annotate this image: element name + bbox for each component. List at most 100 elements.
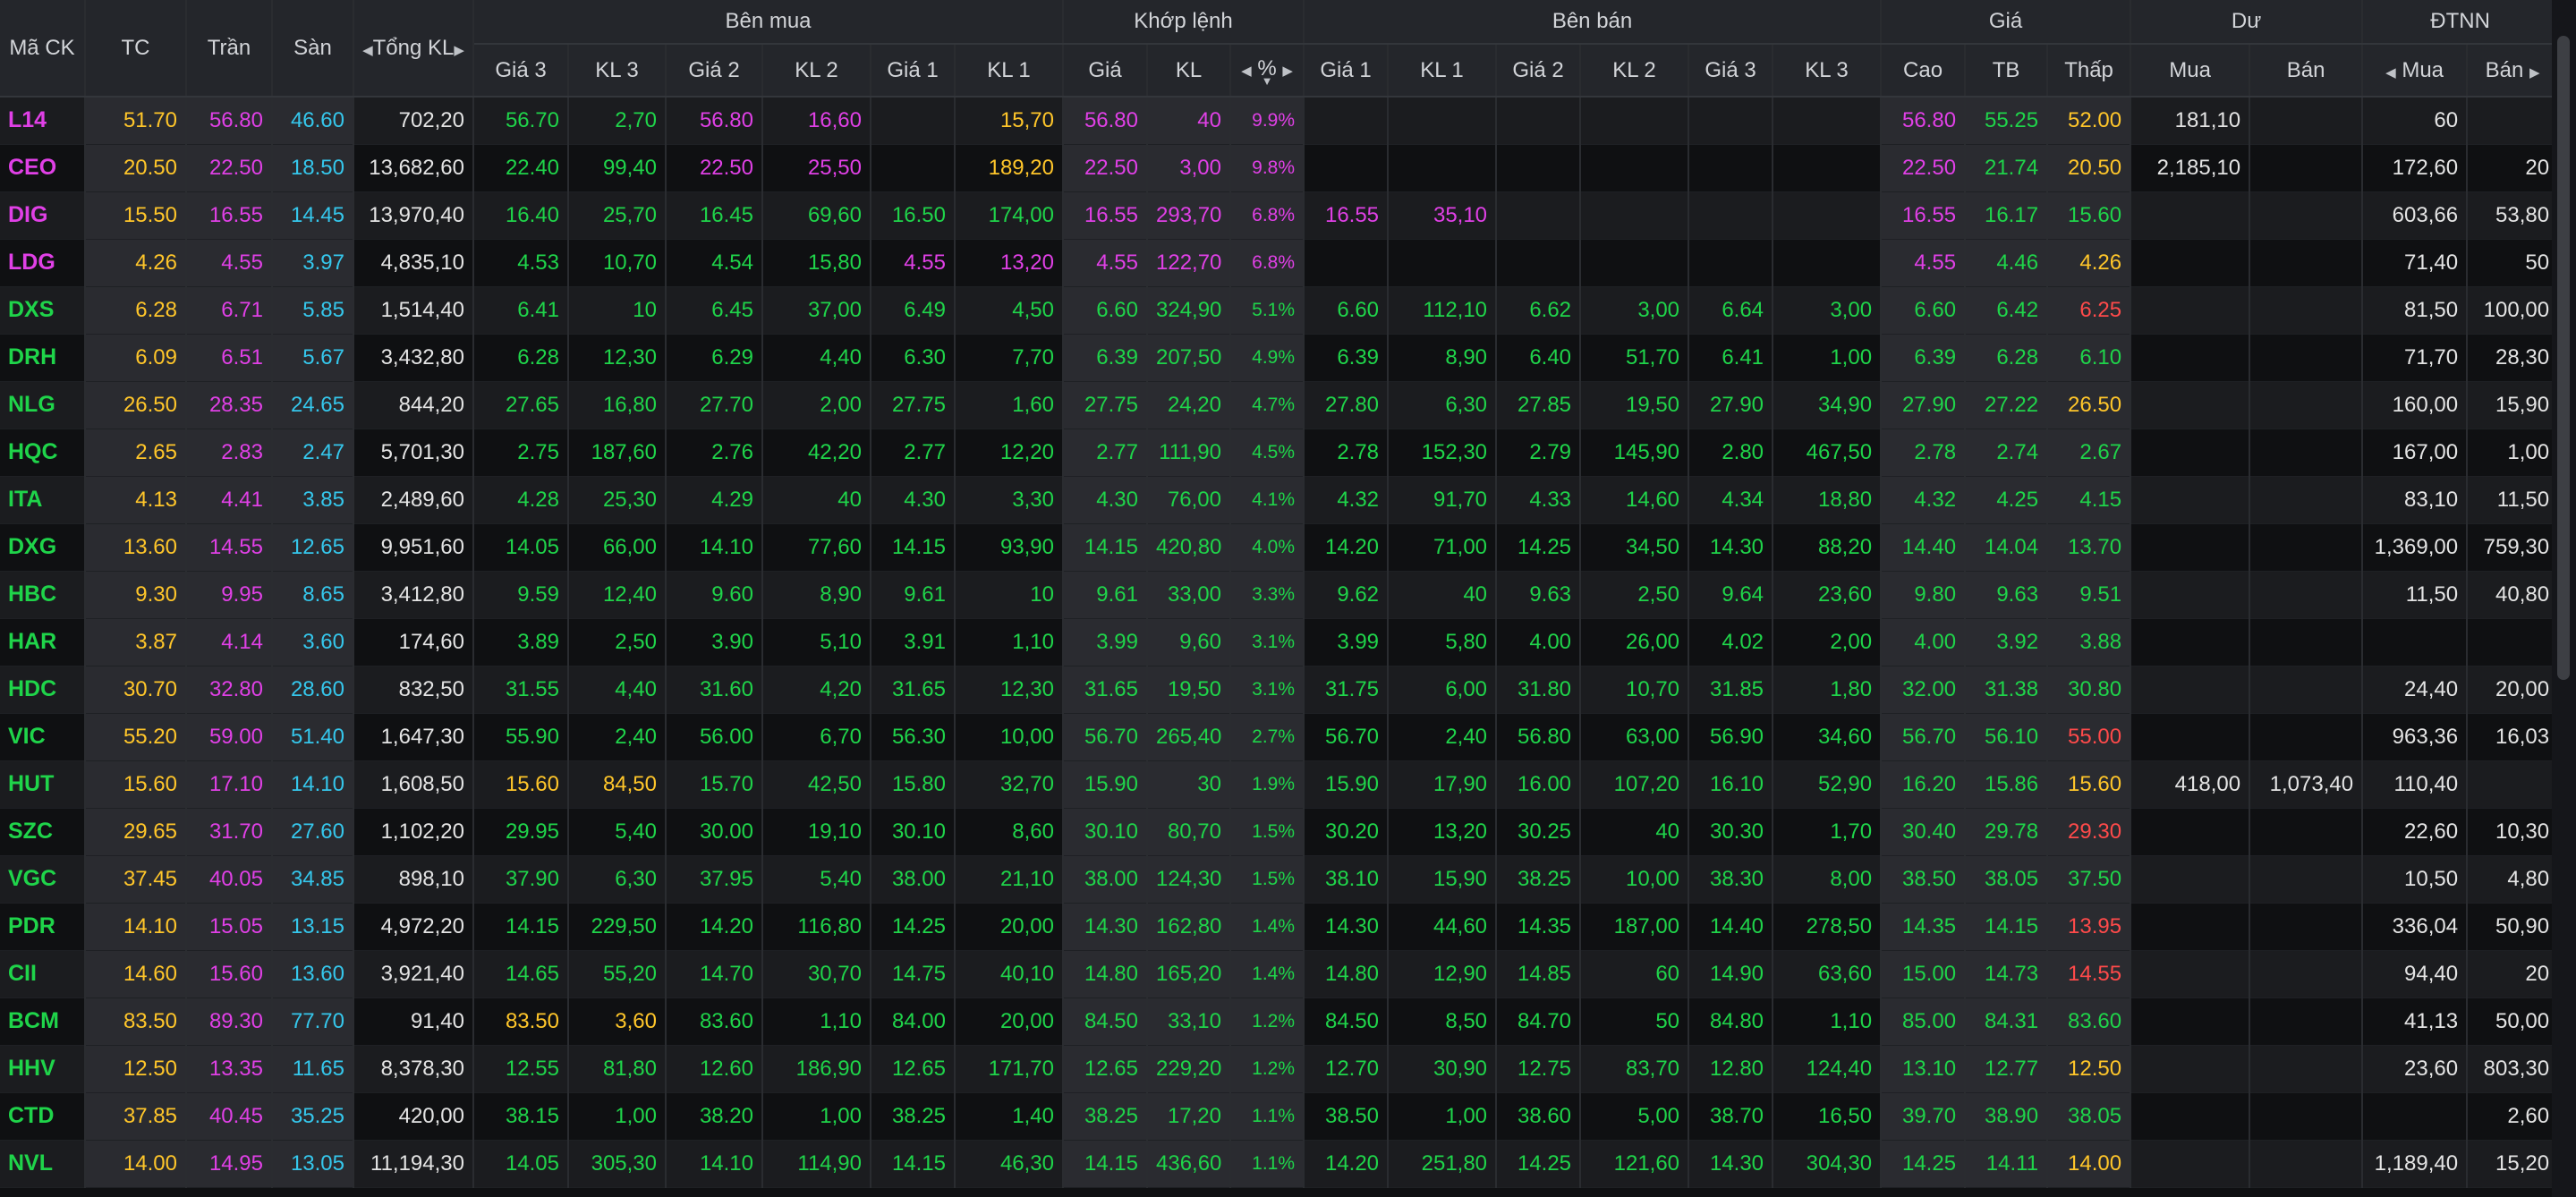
stock-symbol-cell[interactable]: HAR	[0, 618, 86, 666]
stock-symbol-cell[interactable]: PDR	[0, 903, 86, 951]
vertical-scrollbar[interactable]	[2552, 0, 2576, 1197]
table-row[interactable]: HBC 9.30 9.95 8.65 3,412,80 9.59 12,40 9.60 8,90…	[0, 571, 2560, 619]
table-row[interactable]: DIG 15.50 16.55 14.45 13,970,40 16.40 25,70 16.…	[0, 191, 2560, 240]
stock-symbol-cell[interactable]: L14	[0, 97, 86, 145]
stock-symbol-cell[interactable]: NLG	[0, 381, 86, 429]
stock-symbol-cell[interactable]: NVL	[0, 1140, 86, 1188]
cell-tb: 6.28	[1965, 334, 2049, 382]
stock-symbol-cell[interactable]: VGC	[0, 855, 86, 904]
header-symbol[interactable]: Mã CK	[0, 0, 86, 98]
cell-mp: 14.15	[1063, 1140, 1148, 1188]
table-row[interactable]: ITA 4.13 4.41 3.85 2,489,60 4.28 25,30 4.29 40 4.…	[0, 476, 2560, 524]
cell-tran: 6.71	[186, 286, 273, 335]
table-row[interactable]: NVL 14.00 14.95 13.05 11,194,30 14.05 305,30 14…	[0, 1140, 2560, 1188]
header-buy-price-3[interactable]: Giá 3	[473, 44, 569, 98]
stock-symbol-cell[interactable]: VIC	[0, 713, 86, 761]
stock-symbol-cell[interactable]: HHV	[0, 1045, 86, 1093]
header-low[interactable]: Thấp	[2047, 44, 2132, 98]
stock-symbol-cell[interactable]: DXS	[0, 286, 86, 335]
header-buy-vol-1[interactable]: KL 1	[955, 44, 1064, 98]
table-row[interactable]: HAR 3.87 4.14 3.60 174,60 3.89 2,50 3.90 5,10 3.9…	[0, 618, 2560, 666]
cell-fmua: 110,40	[2362, 760, 2469, 809]
header-floor[interactable]: Sàn	[272, 0, 354, 98]
header-buy-price-1[interactable]: Giá 1	[871, 44, 956, 98]
cell-cao: 14.25	[1881, 1140, 1967, 1188]
table-row[interactable]: CEO 20.50 22.50 18.50 13,682,60 22.40 99,40 22.…	[0, 144, 2560, 192]
header-sell-price-3[interactable]: Giá 3	[1688, 44, 1774, 98]
table-row[interactable]: LDG 4.26 4.55 3.97 4,835,10 4.53 10,70 4.54 15,8…	[0, 239, 2560, 287]
header-remain-sell[interactable]: Bán	[2249, 44, 2364, 98]
stock-symbol-cell[interactable]: CTD	[0, 1092, 86, 1141]
header-match-price[interactable]: Giá	[1063, 44, 1148, 98]
table-row[interactable]: NLG 26.50 28.35 24.65 844,20 27.65 16,80 27.70 2…	[0, 381, 2560, 429]
header-foreign-buy[interactable]: ◀ Mua	[2362, 44, 2469, 98]
header-buy-vol-3[interactable]: KL 3	[568, 44, 667, 98]
stock-symbol-cell[interactable]: HBC	[0, 571, 86, 619]
cell-tran: 40.45	[186, 1092, 273, 1141]
cell-cao: 56.80	[1881, 97, 1967, 145]
cell-b3p: 4.53	[473, 239, 569, 287]
table-row[interactable]: HQC 2.65 2.83 2.47 5,701,30 2.75 187,60 2.76 42,…	[0, 429, 2560, 477]
cell-tc: 51.70	[85, 97, 187, 145]
table-row[interactable]: CTD 37.85 40.45 35.25 420,00 38.15 1,00 38.20 1,…	[0, 1092, 2560, 1141]
caret-left-icon[interactable]: ◀	[1241, 63, 1252, 79]
stock-symbol-cell[interactable]: DRH	[0, 334, 86, 382]
cell-b1p: 84.00	[871, 998, 956, 1046]
header-sell-vol-3[interactable]: KL 3	[1773, 44, 1883, 98]
table-row[interactable]: VGC 37.45 40.05 34.85 898,10 37.90 6,30 37.95 5,…	[0, 855, 2560, 904]
header-sell-vol-2[interactable]: KL 2	[1580, 44, 1690, 98]
table-row[interactable]: DRH 6.09 6.51 5.67 3,432,80 6.28 12,30 6.29 4,40…	[0, 334, 2560, 382]
header-total-volume[interactable]: ◀Tổng KL▶	[353, 0, 474, 98]
sort-desc-icon[interactable]: ▼	[1261, 73, 1273, 88]
header-match-percent[interactable]: ◀ % ▶ ▼	[1230, 44, 1305, 98]
stock-symbol-cell[interactable]: ITA	[0, 476, 86, 524]
header-buy-vol-2[interactable]: KL 2	[762, 44, 871, 98]
header-ceiling[interactable]: Trần	[186, 0, 273, 98]
cell-tran: 4.55	[186, 239, 273, 287]
stock-symbol-cell[interactable]: DXG	[0, 523, 86, 572]
stock-symbol-cell[interactable]: DIG	[0, 191, 86, 240]
table-row[interactable]: HDC 30.70 32.80 28.60 832,50 31.55 4,40 31.60 4,…	[0, 666, 2560, 714]
table-row[interactable]: DXG 13.60 14.55 12.65 9,951,60 14.05 66,00 14.1…	[0, 523, 2560, 572]
cell-s2v: 50	[1580, 998, 1690, 1046]
table-row[interactable]: DXS 6.28 6.71 5.85 1,514,40 6.41 10 6.45 37,00 6.…	[0, 286, 2560, 335]
scrollbar-thumb[interactable]	[2557, 36, 2570, 680]
table-row[interactable]: HHV 12.50 13.35 11.65 8,378,30 12.55 81,80 12.6…	[0, 1045, 2560, 1093]
header-sell-vol-1[interactable]: KL 1	[1388, 44, 1498, 98]
cell-s2p: 38.60	[1496, 1092, 1582, 1141]
stock-symbol-cell[interactable]: SZC	[0, 808, 86, 856]
table-row[interactable]: L14 51.70 56.80 46.60 702,20 56.70 2,70 56.80 16…	[0, 97, 2560, 145]
table-row[interactable]: SZC 29.65 31.70 27.60 1,102,20 29.95 5,40 30.00…	[0, 808, 2560, 856]
stock-symbol-cell[interactable]: CEO	[0, 144, 86, 192]
stock-symbol-cell[interactable]: BCM	[0, 998, 86, 1046]
table-row[interactable]: PDR 14.10 15.05 13.15 4,972,20 14.15 229,50 14.…	[0, 903, 2560, 951]
header-sell-price-1[interactable]: Giá 1	[1304, 44, 1390, 98]
header-ref[interactable]: TC	[85, 0, 187, 98]
cell-b2v: 69,60	[762, 191, 871, 240]
caret-right-icon[interactable]: ▶	[454, 42, 464, 58]
stock-symbol-cell[interactable]: HUT	[0, 760, 86, 809]
caret-left-icon[interactable]: ◀	[362, 42, 373, 58]
header-average[interactable]: TB	[1965, 44, 2049, 98]
header-high[interactable]: Cao	[1881, 44, 1967, 98]
table-row[interactable]: HUT 15.60 17.10 14.10 1,608,50 15.60 84,50 15.7…	[0, 760, 2560, 809]
cell-fmua: 172,60	[2362, 144, 2469, 192]
header-match-volume[interactable]: KL	[1147, 44, 1231, 98]
header-buy-price-2[interactable]: Giá 2	[666, 44, 763, 98]
table-row[interactable]: CII 14.60 15.60 13.60 3,921,40 14.65 55,20 14.7…	[0, 950, 2560, 998]
caret-right-icon[interactable]: ▶	[1282, 63, 1293, 79]
cell-b3v: 6,30	[568, 855, 667, 904]
stock-symbol-cell[interactable]: CII	[0, 950, 86, 998]
cell-mpct: 1.1%	[1230, 1092, 1305, 1141]
header-foreign-sell[interactable]: Bán ▶	[2467, 44, 2560, 98]
stock-symbol-cell[interactable]: HQC	[0, 429, 86, 477]
header-remain-buy[interactable]: Mua	[2130, 44, 2251, 98]
cell-thap: 12.50	[2047, 1045, 2132, 1093]
caret-right-icon[interactable]: ▶	[2529, 64, 2540, 81]
caret-left-icon[interactable]: ◀	[2385, 64, 2396, 81]
header-sell-price-2[interactable]: Giá 2	[1496, 44, 1582, 98]
stock-symbol-cell[interactable]: LDG	[0, 239, 86, 287]
stock-symbol-cell[interactable]: HDC	[0, 666, 86, 714]
table-row[interactable]: BCM 83.50 89.30 77.70 91,40 83.50 3,60 83.60 1,1…	[0, 998, 2560, 1046]
table-row[interactable]: VIC 55.20 59.00 51.40 1,647,30 55.90 2,40 56.00…	[0, 713, 2560, 761]
